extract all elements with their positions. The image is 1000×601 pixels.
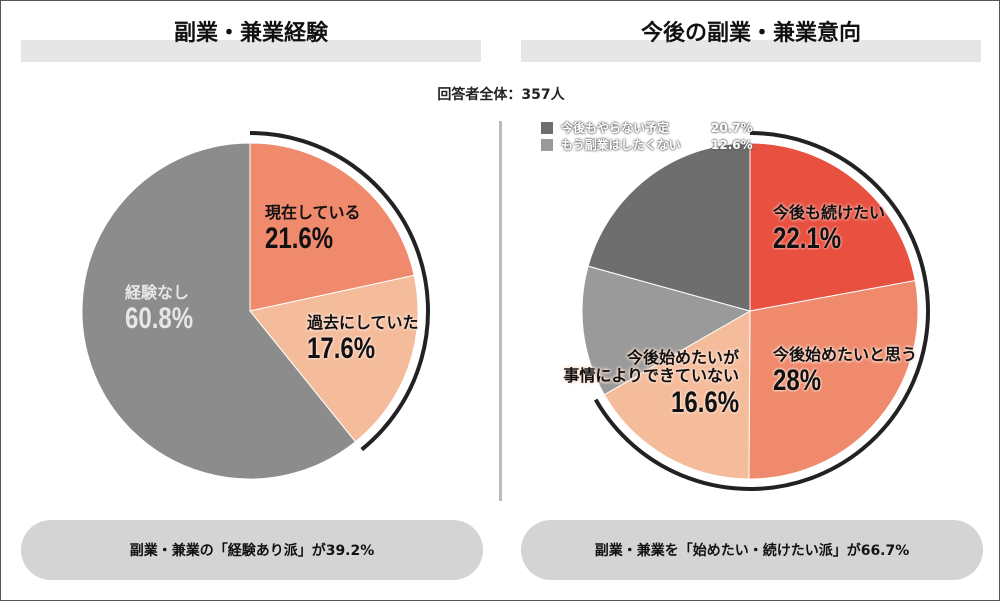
label-cannot: 今後始めたいが 事情によりできていない 16.6% xyxy=(563,348,739,419)
left-title-bar xyxy=(21,40,481,62)
legend-item-no-more: もう副業はしたくない 12.6% xyxy=(541,136,753,153)
right-title-bar xyxy=(521,40,981,62)
pie-slice-1-2 xyxy=(603,310,751,480)
pie-slice-1-0 xyxy=(749,142,916,312)
legend-item-never: 今後もやらない予定 20.7% xyxy=(541,119,753,136)
left-chart-title: 副業・兼業経験 xyxy=(173,21,328,46)
value-none: 60.8 xyxy=(125,302,172,336)
pie-slice-1-1 xyxy=(748,279,919,480)
highlight-arc-1 xyxy=(593,131,930,491)
label-past: 過去にしていた 17.6% xyxy=(307,313,419,366)
legend: 今後もやらない予定 20.7% もう副業はしたくない 12.6% xyxy=(541,119,753,153)
value-current: 21.6 xyxy=(265,222,312,256)
left-summary: 副業・兼業の「経験あり派」が39.2% xyxy=(21,520,483,580)
respondents-total: 回答者全体：357人 xyxy=(437,87,565,103)
highlight-arc-0 xyxy=(249,131,430,452)
right-summary: 副業・兼業を「始めたい・続けたい派」が66.7% xyxy=(521,520,983,580)
pie-slice-0-2 xyxy=(81,142,357,480)
pie-slice-1-4 xyxy=(587,142,751,312)
label-current: 現在している 21.6% xyxy=(265,203,361,256)
right-chart-title: 今後の副業・兼業意向 xyxy=(640,21,861,46)
legend-swatch xyxy=(541,138,553,151)
label-continue: 今後も続けたい 22.1% xyxy=(773,203,886,256)
label-none: 経験なし 60.8% xyxy=(125,283,194,336)
divider xyxy=(499,121,502,501)
value-continue: 22.1 xyxy=(773,222,820,256)
value-past: 17.6 xyxy=(307,332,354,366)
value-start: 28 xyxy=(773,364,800,398)
value-cannot: 16.6 xyxy=(670,385,718,419)
pie-slice-0-0 xyxy=(249,142,415,312)
legend-swatch xyxy=(541,121,553,134)
pie-slice-0-1 xyxy=(249,274,419,443)
label-start: 今後始めたいと思う 28% xyxy=(773,345,918,398)
pie-slice-1-3 xyxy=(581,265,752,396)
